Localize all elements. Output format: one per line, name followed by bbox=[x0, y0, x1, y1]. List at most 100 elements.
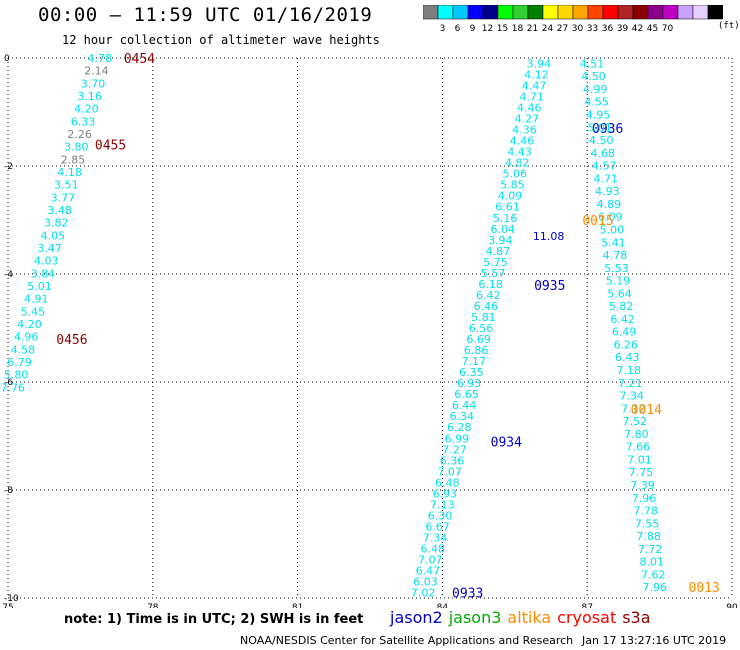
wave-height-value: 3.94 bbox=[527, 57, 552, 70]
pass-time-label: 0934 bbox=[491, 435, 522, 450]
x-tick-label: 81 bbox=[292, 603, 303, 608]
wave-height-value: 6.67 bbox=[425, 520, 450, 533]
wave-height-value: 4.78 bbox=[87, 52, 112, 65]
scale-label: 3 bbox=[440, 24, 446, 34]
wave-height-value: 6.18 bbox=[478, 278, 503, 291]
wave-height-value: 7.75 bbox=[629, 466, 654, 479]
x-tick-label: 84 bbox=[437, 603, 449, 608]
wave-height-value: 4.12 bbox=[524, 68, 549, 81]
wave-height-value: 4.09 bbox=[498, 190, 523, 203]
wave-height-value: 5.45 bbox=[21, 305, 46, 318]
pass-time-label: 0014 bbox=[631, 403, 662, 418]
wave-height-value: 5.01 bbox=[587, 121, 612, 134]
x-tick-label: 90 bbox=[726, 603, 738, 608]
wave-height-value: 6.93 bbox=[457, 377, 482, 390]
x-tick-label: 87 bbox=[581, 603, 592, 608]
wave-height-value: 5.80 bbox=[4, 369, 29, 382]
pass-time-label: 0454 bbox=[124, 52, 155, 67]
scale-label: 6 bbox=[455, 24, 461, 34]
wave-height-value: 7.27 bbox=[442, 443, 467, 456]
y-tick-label: -6 bbox=[4, 378, 13, 388]
wave-height-value: 7.52 bbox=[623, 415, 648, 428]
wave-height-value: 7.76 bbox=[1, 381, 26, 394]
wave-height-value: 8.01 bbox=[639, 556, 664, 569]
y-tick-label: -8 bbox=[4, 486, 13, 496]
wave-height-value: 6.36 bbox=[440, 454, 465, 467]
wave-height-value: 4.47 bbox=[522, 79, 547, 92]
wave-height-value: 5.85 bbox=[500, 179, 525, 192]
footer-credit: NOAA/NESDIS Center for Satellite Applica… bbox=[240, 634, 574, 647]
wave-height-value: 5.19 bbox=[606, 275, 631, 288]
wave-height-value: 4.71 bbox=[594, 172, 619, 185]
wave-height-value: 6.93 bbox=[433, 487, 458, 500]
wave-height-value: 6.03 bbox=[413, 576, 438, 589]
wave-height-value: 3.94 bbox=[488, 234, 513, 247]
wave-height-value: 4.95 bbox=[586, 109, 611, 122]
wave-height-value: 4.18 bbox=[57, 166, 82, 179]
wave-height-value: 3.84 bbox=[31, 267, 56, 280]
wave-height-value: 6.43 bbox=[615, 351, 640, 364]
y-tick-label: 0 bbox=[4, 54, 10, 64]
wave-height-value: 7.13 bbox=[430, 498, 455, 511]
wave-height-value: 7.72 bbox=[638, 543, 663, 556]
wave-height-value: 7.34 bbox=[620, 390, 645, 403]
wave-height-value: 6.42 bbox=[476, 289, 501, 302]
wave-height-value: 7.21 bbox=[618, 377, 643, 390]
scale-label: 12 bbox=[482, 24, 493, 34]
mission-legend-jason3: jason3 bbox=[448, 608, 502, 627]
wave-height-value: 6.34 bbox=[449, 410, 474, 423]
wave-height-value: 6.09 bbox=[598, 211, 623, 224]
wave-height-value: 4.93 bbox=[595, 185, 620, 198]
wave-height-value: 7.39 bbox=[630, 479, 655, 492]
wave-height-value: 7.34 bbox=[423, 531, 448, 544]
mission-legend-altika: altika bbox=[507, 608, 552, 627]
wave-height-value: 5.06 bbox=[503, 168, 528, 181]
scale-label: 33 bbox=[587, 24, 598, 34]
scale-label: 15 bbox=[497, 24, 508, 34]
wave-height-value: 11.08 bbox=[533, 230, 565, 243]
wave-height-value: 6.49 bbox=[612, 326, 637, 339]
wave-height-value: 3.82 bbox=[44, 217, 69, 230]
wave-height-value: 3.48 bbox=[47, 204, 72, 217]
wave-height-value: 7.01 bbox=[627, 453, 652, 466]
wave-height-value: 6.47 bbox=[416, 565, 441, 578]
wave-height-value: 4.87 bbox=[486, 245, 511, 258]
wave-height-value: 7.96 bbox=[632, 492, 657, 505]
wave-height-value: 5.16 bbox=[493, 212, 518, 225]
scale-label: 24 bbox=[542, 24, 554, 34]
wave-height-value: 4.99 bbox=[583, 83, 608, 96]
wave-height-value: 3.70 bbox=[81, 77, 106, 90]
mission-legend-cryosat: cryosat bbox=[557, 608, 617, 627]
wave-height-value: 4.58 bbox=[11, 343, 36, 356]
scale-swatch bbox=[707, 5, 723, 20]
y-tick-label: -10 bbox=[4, 594, 19, 604]
wave-height-value: 6.04 bbox=[490, 223, 515, 236]
wave-height-value: 4.82 bbox=[505, 157, 530, 170]
wave-height-value: 4.50 bbox=[581, 70, 606, 83]
pass-time-label: 0933 bbox=[452, 587, 483, 602]
wave-height-value: 5.53 bbox=[604, 262, 629, 275]
x-tick-label: 78 bbox=[147, 603, 159, 608]
wave-height-value: 4.05 bbox=[41, 229, 66, 242]
altimeter-plot: 75 78 81 84 87 900-2-4-6-8-104.782.143.703.16… bbox=[1, 52, 738, 608]
wave-height-value: 5.00 bbox=[600, 223, 625, 236]
scale-label: 42 bbox=[632, 24, 643, 34]
wave-height-value: 3.47 bbox=[37, 242, 62, 255]
wave-height-value: 4.51 bbox=[580, 57, 605, 70]
wave-height-value: 6.86 bbox=[464, 344, 489, 357]
wave-height-value: 3.16 bbox=[77, 90, 102, 103]
wave-height-value: 7.66 bbox=[626, 441, 651, 454]
color-scale-legend: 3 6 9 12 15 18 21 24 27 30 33 36 39 42 45 70 bbox=[423, 5, 723, 34]
scale-label: 18 bbox=[512, 24, 524, 34]
wave-height-value: 4.91 bbox=[24, 293, 49, 306]
pass-time-label: 0015 bbox=[582, 214, 613, 229]
wave-height-value: 7.62 bbox=[641, 568, 666, 581]
mission-legend: jason2 jason3 altika cryosat s3a bbox=[390, 608, 657, 627]
wave-height-value: 4.36 bbox=[512, 124, 537, 137]
wave-height-value: 4.03 bbox=[34, 255, 59, 268]
wave-height-value: 2.26 bbox=[67, 128, 92, 141]
wave-height-value: 3.80 bbox=[64, 141, 89, 154]
wave-height-value: 6.30 bbox=[428, 509, 453, 522]
wave-height-value: 4.71 bbox=[519, 90, 544, 103]
wave-height-value: 6.28 bbox=[447, 421, 472, 434]
